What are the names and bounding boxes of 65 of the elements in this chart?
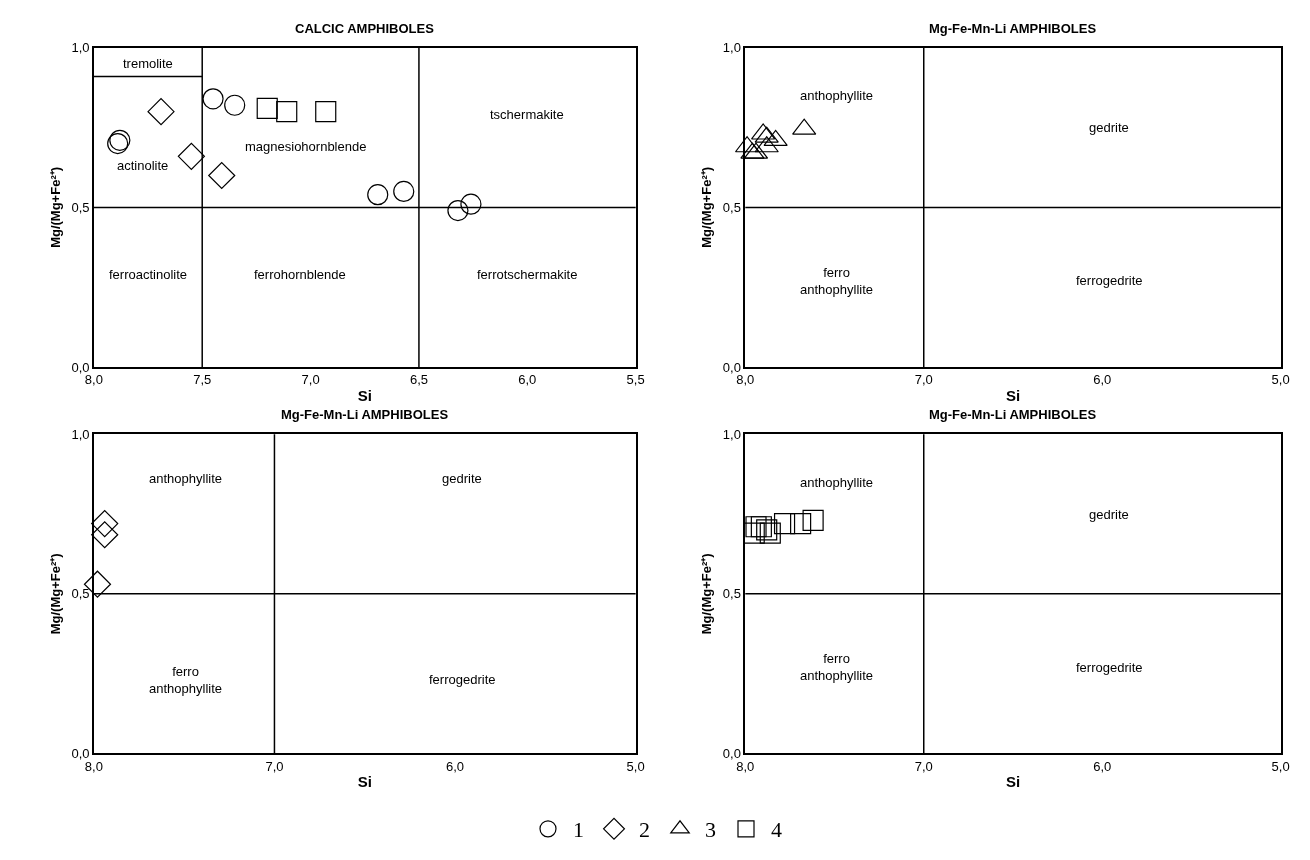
y-tick-label: 0,0 <box>71 745 90 761</box>
annotation: ferrohornblende <box>254 267 346 282</box>
annotation: anthophyllite <box>800 475 873 490</box>
y-axis-title: Mg/(Mg+Fe²⁺) <box>47 166 63 248</box>
x-tick-label: 7,0 <box>914 372 933 388</box>
y-tick-label: 0,5 <box>71 199 90 215</box>
annotation: ferrogedrite <box>429 672 496 687</box>
x-tick-label: 6,0 <box>446 758 465 774</box>
y-tick-label: 0,5 <box>722 199 741 215</box>
annotation: tschermakite <box>490 107 564 122</box>
y-tick-label: 0,0 <box>722 359 741 375</box>
annotation: tremolite <box>123 56 173 71</box>
annotation: actinolite <box>117 158 169 173</box>
y-axis-title: Mg/(Mg+Fe²⁺) <box>47 553 63 635</box>
annotation: ferrotschermakite <box>477 267 578 282</box>
y-tick-label: 1,0 <box>71 40 90 56</box>
annotation: ferro anthophyllite <box>149 664 222 696</box>
annotation: gedrite <box>1089 120 1129 135</box>
x-tick-label: 6,0 <box>1093 758 1112 774</box>
x-tick-label: 5,0 <box>1271 372 1290 388</box>
legend-label: 4 <box>771 817 782 843</box>
y-tick-label: 1,0 <box>71 426 90 442</box>
chart-title: Mg-Fe-Mn-Li AMPHIBOLES <box>281 407 449 422</box>
y-axis-title: Mg/(Mg+Fe²⁺) <box>699 553 715 635</box>
x-axis-title: Si <box>1005 386 1021 404</box>
x-tick-label: 8,0 <box>84 758 103 774</box>
x-axis-title: Si <box>357 773 372 791</box>
x-tick-label: 8,0 <box>84 372 103 388</box>
x-tick-label: 8,0 <box>736 372 755 388</box>
x-axis-title: Si <box>1005 773 1021 791</box>
annotation: gedrite <box>442 471 482 486</box>
x-tick-label: 5,0 <box>626 758 645 774</box>
annotation: magnesiohornblende <box>245 139 367 154</box>
chart-title: Mg-Fe-Mn-Li AMPHIBOLES <box>929 407 1097 422</box>
annotation: ferrogedrite <box>1076 660 1143 675</box>
x-axis-title: Si <box>357 386 372 404</box>
legend-label: 2 <box>639 817 650 843</box>
x-tick-label: 5,0 <box>1271 758 1290 774</box>
y-tick-label: 0,5 <box>722 586 741 602</box>
y-tick-label: 1,0 <box>722 426 741 442</box>
y-tick-label: 0,5 <box>71 586 90 602</box>
x-tick-label: 7,0 <box>914 758 933 774</box>
chart-title: CALCIC AMPHIBOLES <box>295 21 435 36</box>
x-tick-label: 8,0 <box>736 758 755 774</box>
y-tick-label: 0,0 <box>722 745 741 761</box>
legend-label: 1 <box>573 817 584 843</box>
chart-title: Mg-Fe-Mn-Li AMPHIBOLES <box>929 21 1097 36</box>
annotation: ferroactinolite <box>109 267 188 282</box>
annotation: anthophyllite <box>800 88 873 103</box>
annotation: ferro anthophyllite <box>800 651 873 683</box>
annotation: gedrite <box>1089 507 1129 522</box>
x-tick-label: 6,0 <box>1093 372 1112 388</box>
x-tick-label: 7,0 <box>265 758 284 774</box>
x-tick-label: 7,5 <box>193 372 212 388</box>
annotation: anthophyllite <box>149 471 222 486</box>
x-tick-label: 6,5 <box>409 372 428 388</box>
y-tick-label: 1,0 <box>722 40 741 56</box>
annotation: ferrogedrite <box>1076 273 1143 288</box>
x-tick-label: 5,5 <box>626 372 645 388</box>
annotation: ferro anthophyllite <box>800 265 873 297</box>
legend-label: 3 <box>705 817 716 843</box>
x-tick-label: 7,0 <box>301 372 320 388</box>
y-axis-title: Mg/(Mg+Fe²⁺) <box>699 166 715 248</box>
x-tick-label: 6,0 <box>518 372 537 388</box>
y-tick-label: 0,0 <box>71 359 90 375</box>
